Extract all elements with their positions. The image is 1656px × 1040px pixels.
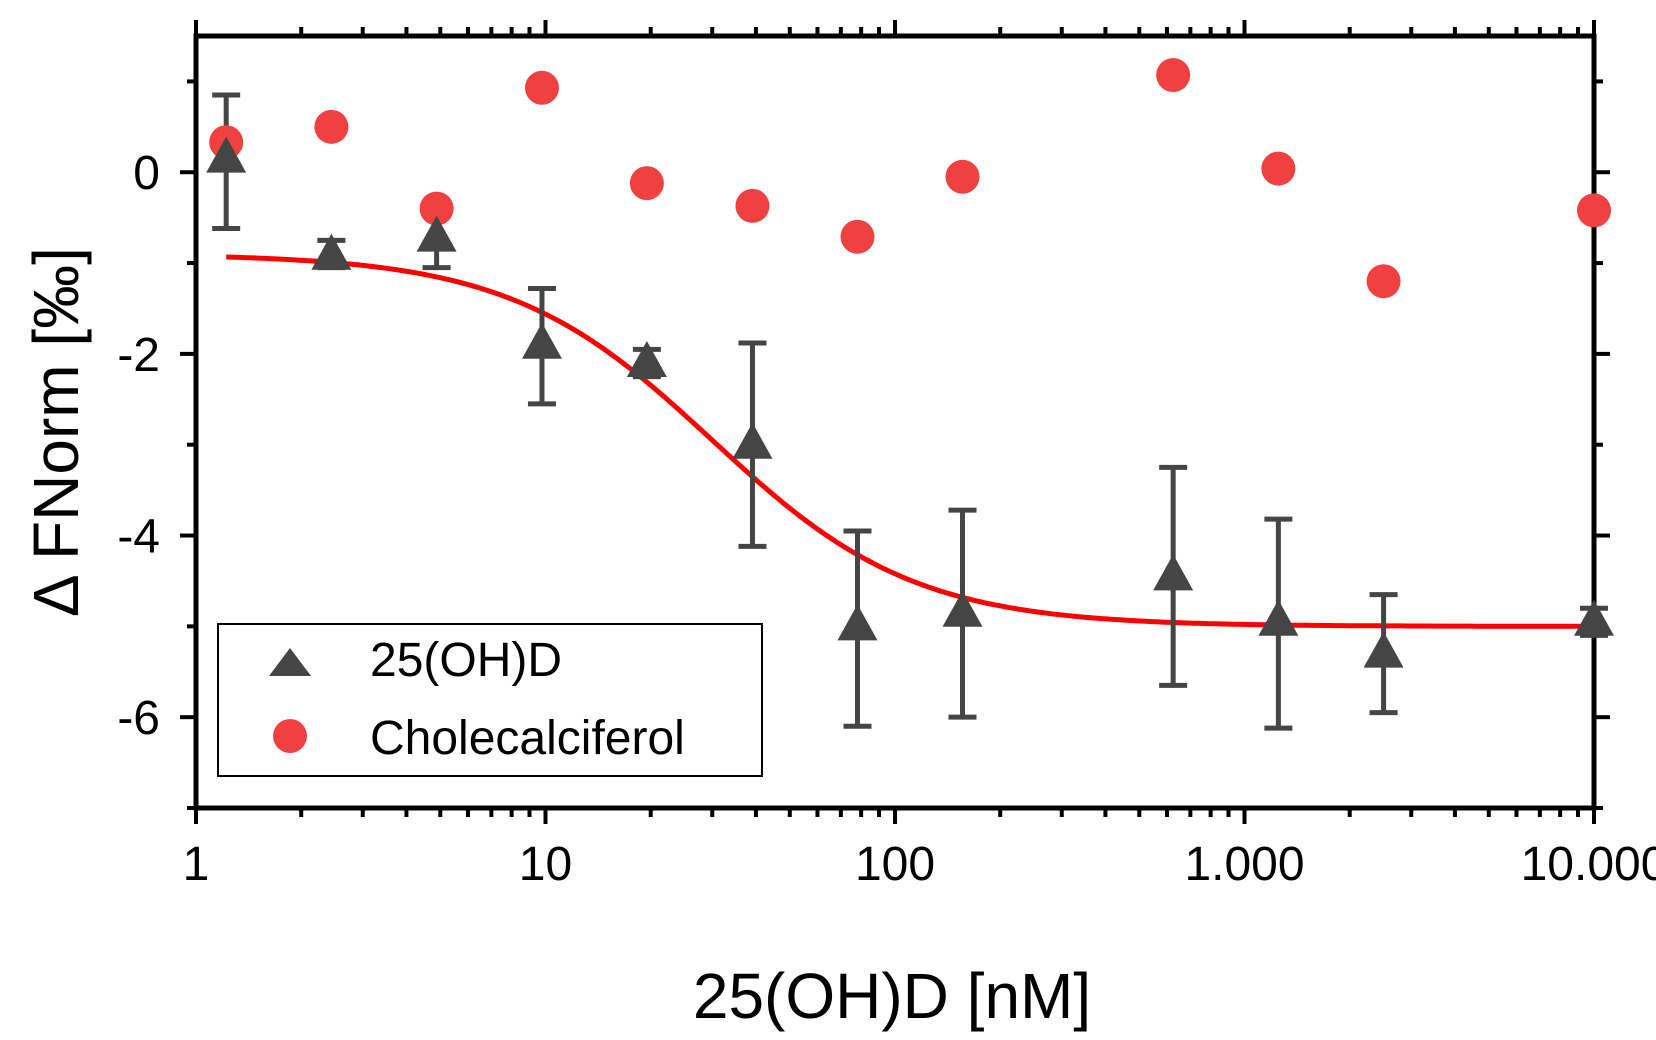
legend-marker-triangle [269,648,311,676]
25ohd-point [311,233,352,270]
x-tick-label: 10 [519,838,572,891]
cholecalciferol-point [1577,193,1611,228]
25ohd-point [521,322,562,359]
cholecalciferol-point [735,188,770,223]
y-axis-title: Δ FNorm [‰] [20,247,92,617]
legend-label-cholecalciferol: Cholecalciferol [370,712,685,765]
25ohd-point [416,215,457,252]
y-tick-label: 0 [133,147,160,200]
cholecalciferol-point [524,70,559,105]
y-tick-label: -2 [117,329,160,382]
cholecalciferol-point [840,219,875,254]
y-tick-label: -4 [117,511,160,564]
legend-label-25ohd: 25(OH)D [370,634,562,687]
data-points-layer [206,58,1614,668]
x-tick-label: 10.000 [1521,838,1656,891]
cholecalciferol-point [1366,264,1401,299]
legend: 25(OH)D Cholecalciferol [217,623,763,777]
cholecalciferol-point [945,159,980,194]
cholecalciferol-point [1261,151,1296,186]
x-tick-label: 1 [183,838,210,891]
cholecalciferol-point [419,191,454,226]
25ohd-point [942,590,983,627]
y-tick-label: -6 [117,692,160,745]
x-axis-title: 25(OH)D [nM] [693,960,1091,1032]
25ohd-point [1363,631,1404,668]
legend-marker-circle [273,719,307,753]
cholecalciferol-point [314,109,349,144]
25ohd-point [837,604,878,641]
x-tick-label: 1.000 [1184,838,1304,891]
25ohd-point [1153,554,1194,591]
legend-box [217,623,763,777]
cholecalciferol-point [629,166,664,201]
25ohd-point [626,340,667,377]
cholecalciferol-point [1156,58,1191,93]
fit-curve [226,254,1594,629]
25ohd-point [1574,599,1614,636]
25ohd-point [206,136,247,173]
x-tick-label: 100 [855,838,935,891]
25ohd-point [732,422,773,459]
25ohd-point [1258,599,1299,636]
axis-ticks-layer: 1 10 100 1.000 10.000 0 -2 -4 -6 [117,20,1656,891]
fit-layer [226,254,1594,629]
